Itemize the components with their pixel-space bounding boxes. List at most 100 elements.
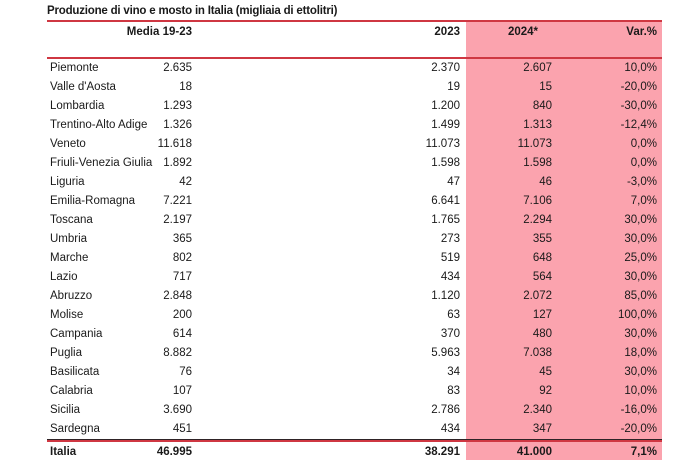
y2023-value: 47 <box>447 176 460 188</box>
table-header-row: Media 19-23 2023 2024* Var.% <box>47 22 662 57</box>
media-19-23-value: 1.326 <box>163 119 192 131</box>
region-name: Lazio <box>50 271 78 283</box>
total-2023-value: 38.291 <box>424 446 460 458</box>
media-19-23-value: 717 <box>172 271 192 283</box>
y2023-value: 1.120 <box>431 290 460 302</box>
region-name: Molise <box>50 309 84 321</box>
y2024-value: 480 <box>532 328 552 340</box>
region-name: Sardegna <box>50 423 100 435</box>
region-name: Sicilia <box>50 404 81 416</box>
var-pct-value: -20,0% <box>620 423 657 435</box>
total-row-italia: Italia 46.995 38.291 41.000 7,1% <box>47 442 662 460</box>
total-divider-dark-line <box>47 439 662 440</box>
total-region-label: Italia <box>50 446 77 458</box>
region-name: Emilia-Romagna <box>50 195 136 207</box>
y2023-value: 1.499 <box>431 119 460 131</box>
title-divider-line <box>47 20 662 22</box>
total-var-value: 7,1% <box>630 446 657 458</box>
var-pct-value: 25,0% <box>624 252 657 264</box>
var-pct-value: 85,0% <box>624 290 657 302</box>
table-row: Veneto 11.618 11.073 11.073 0,0% <box>47 135 662 154</box>
total-media-value: 46.995 <box>156 446 192 458</box>
y2024-value: 45 <box>539 366 552 378</box>
var-pct-value: 30,0% <box>624 366 657 378</box>
var-pct-value: 7,0% <box>630 195 657 207</box>
y2024-value: 127 <box>532 309 552 321</box>
y2024-value: 1.598 <box>523 157 552 169</box>
y2023-value: 1.200 <box>431 100 460 112</box>
y2023-value: 11.073 <box>425 138 460 150</box>
table-row: Molise 200 63 127 100,0% <box>47 306 662 325</box>
y2024-value: 46 <box>539 176 552 188</box>
table-row: Emilia-Romagna 7.221 6.641 7.106 7,0% <box>47 192 662 211</box>
table-row: Campania 614 370 480 30,0% <box>47 325 662 344</box>
table-row: Valle d'Aosta 18 19 15 -20,0% <box>47 78 662 97</box>
y2024-value: 840 <box>532 100 552 112</box>
table-row: Friuli-Venezia Giulia 1.892 1.598 1.598 … <box>47 154 662 173</box>
y2023-value: 63 <box>447 309 460 321</box>
table-row: Toscana 2.197 1.765 2.294 30,0% <box>47 211 662 230</box>
region-name: Marche <box>50 252 89 264</box>
y2024-value: 7.038 <box>523 347 552 359</box>
media-19-23-value: 1.892 <box>163 157 192 169</box>
table-row: Abruzzo 2.848 1.120 2.072 85,0% <box>47 287 662 306</box>
var-pct-value: 100,0% <box>617 309 657 321</box>
y2024-value: 2.072 <box>523 290 552 302</box>
media-19-23-value: 1.293 <box>163 100 192 112</box>
var-pct-value: -20,0% <box>620 81 657 93</box>
table-row: Lombardia 1.293 1.200 840 -30,0% <box>47 97 662 116</box>
y2024-value: 355 <box>532 233 552 245</box>
var-pct-value: 30,0% <box>624 328 657 340</box>
header-divider-line <box>47 57 662 59</box>
media-19-23-value: 2.197 <box>163 214 192 226</box>
total-2024-value: 41.000 <box>516 446 552 458</box>
region-name: Lombardia <box>50 100 105 112</box>
region-name: Veneto <box>50 138 86 150</box>
col-header-media-19-23: Media 19-23 <box>126 26 192 38</box>
region-name: Toscana <box>50 214 93 226</box>
region-name: Abruzzo <box>50 290 93 302</box>
table-row: Basilicata 76 34 45 30,0% <box>47 363 662 382</box>
region-name: Calabria <box>50 385 93 397</box>
media-19-23-value: 3.690 <box>163 404 192 416</box>
media-19-23-value: 2.635 <box>163 62 192 74</box>
media-19-23-value: 802 <box>172 252 192 264</box>
var-pct-value: 30,0% <box>624 271 657 283</box>
y2023-value: 434 <box>440 423 460 435</box>
y2023-value: 273 <box>440 233 460 245</box>
var-pct-value: 0,0% <box>630 157 657 169</box>
y2023-value: 34 <box>447 366 460 378</box>
y2023-value: 1.765 <box>431 214 460 226</box>
total-divider-red-line <box>47 440 662 442</box>
col-header-var-pct: Var.% <box>626 26 657 38</box>
table-row: Lazio 717 434 564 30,0% <box>47 268 662 287</box>
var-pct-value: 10,0% <box>624 62 657 74</box>
region-name: Friuli-Venezia Giulia <box>50 157 153 169</box>
media-19-23-value: 2.848 <box>163 290 192 302</box>
table-row: Sicilia 3.690 2.786 2.340 -16,0% <box>47 401 662 420</box>
var-pct-value: -30,0% <box>620 100 657 112</box>
region-name: Trentino-Alto Adige <box>50 119 148 131</box>
y2024-value: 7.106 <box>523 195 552 207</box>
table-title: Produzione di vino e mosto in Italia (mi… <box>47 5 338 17</box>
table-row: Calabria 107 83 92 10,0% <box>47 382 662 401</box>
var-pct-value: -12,4% <box>620 119 657 131</box>
col-header-2024: 2024* <box>507 26 538 38</box>
table-body: Piemonte 2.635 2.370 2.607 10,0% Valle d… <box>47 59 662 439</box>
table-row: Marche 802 519 648 25,0% <box>47 249 662 268</box>
var-pct-value: 30,0% <box>624 214 657 226</box>
region-name: Basilicata <box>50 366 100 378</box>
table-row: Piemonte 2.635 2.370 2.607 10,0% <box>47 59 662 78</box>
y2023-value: 1.598 <box>431 157 460 169</box>
table-row: Trentino-Alto Adige 1.326 1.499 1.313 -1… <box>47 116 662 135</box>
media-19-23-value: 107 <box>172 385 192 397</box>
media-19-23-value: 18 <box>179 81 192 93</box>
media-19-23-value: 451 <box>172 423 192 435</box>
media-19-23-value: 11.618 <box>157 138 192 150</box>
y2024-value: 2.607 <box>523 62 552 74</box>
y2024-value: 11.073 <box>517 138 552 150</box>
production-table: Produzione di vino e mosto in Italia (mi… <box>47 2 662 460</box>
y2024-value: 1.313 <box>523 119 552 131</box>
table-row: Puglia 8.882 5.963 7.038 18,0% <box>47 344 662 363</box>
region-name: Valle d'Aosta <box>50 81 116 93</box>
